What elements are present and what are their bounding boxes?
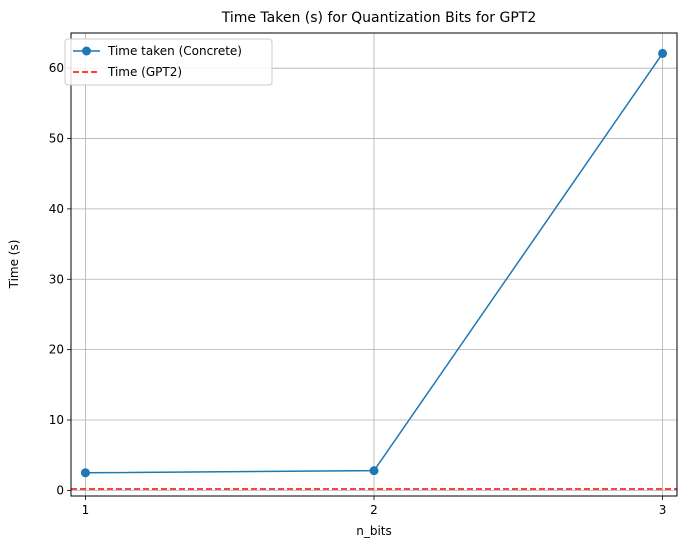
data-point — [80, 468, 90, 478]
y-tick-label: 60 — [49, 61, 64, 75]
series — [80, 48, 668, 478]
legend: Time taken (Concrete) Time (GPT2) — [64, 38, 273, 86]
y-tick-label: 30 — [49, 272, 64, 286]
legend-swatch-marker — [82, 46, 91, 56]
legend-label: Time taken (Concrete) — [107, 44, 242, 58]
legend-box — [64, 38, 273, 86]
x-tick-label: 3 — [659, 503, 667, 517]
data-point — [658, 48, 668, 58]
grid — [71, 33, 677, 496]
x-tick-label: 2 — [370, 503, 378, 517]
x-tick-label: 1 — [82, 503, 90, 517]
x-axis-label: n_bits — [356, 524, 392, 538]
legend-label: Time (GPT2) — [107, 65, 182, 79]
y-tick-label: 50 — [49, 132, 64, 146]
y-tick-label: 0 — [56, 483, 64, 497]
y-tick-label: 40 — [49, 202, 64, 216]
y-tick-label: 10 — [49, 413, 64, 427]
y-tick-label: 20 — [49, 343, 64, 357]
data-point — [369, 466, 379, 476]
chart-title: Time Taken (s) for Quantization Bits for… — [221, 10, 537, 26]
y-axis-label: Time (s) — [7, 240, 21, 290]
